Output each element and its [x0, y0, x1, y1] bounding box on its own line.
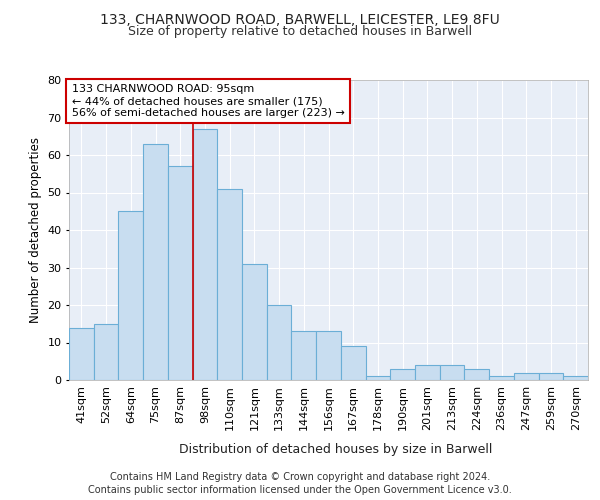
Bar: [440, 365, 464, 380]
Bar: [563, 376, 588, 380]
Bar: [365, 376, 390, 380]
Bar: [242, 264, 267, 380]
Bar: [489, 376, 514, 380]
Text: 133 CHARNWOOD ROAD: 95sqm
← 44% of detached houses are smaller (175)
56% of semi: 133 CHARNWOOD ROAD: 95sqm ← 44% of detac…: [71, 84, 344, 117]
Bar: [193, 128, 217, 380]
Text: Contains public sector information licensed under the Open Government Licence v3: Contains public sector information licen…: [88, 485, 512, 495]
Bar: [514, 372, 539, 380]
Bar: [69, 328, 94, 380]
Bar: [390, 369, 415, 380]
Text: 133, CHARNWOOD ROAD, BARWELL, LEICESTER, LE9 8FU: 133, CHARNWOOD ROAD, BARWELL, LEICESTER,…: [100, 12, 500, 26]
Text: Size of property relative to detached houses in Barwell: Size of property relative to detached ho…: [128, 25, 472, 38]
Bar: [267, 305, 292, 380]
Bar: [94, 324, 118, 380]
Bar: [143, 144, 168, 380]
Bar: [292, 331, 316, 380]
Bar: [217, 188, 242, 380]
Bar: [415, 365, 440, 380]
Bar: [341, 346, 365, 380]
Bar: [316, 331, 341, 380]
Bar: [118, 211, 143, 380]
Text: Distribution of detached houses by size in Barwell: Distribution of detached houses by size …: [179, 442, 493, 456]
Bar: [168, 166, 193, 380]
Text: Contains HM Land Registry data © Crown copyright and database right 2024.: Contains HM Land Registry data © Crown c…: [110, 472, 490, 482]
Bar: [464, 369, 489, 380]
Y-axis label: Number of detached properties: Number of detached properties: [29, 137, 41, 323]
Bar: [539, 372, 563, 380]
